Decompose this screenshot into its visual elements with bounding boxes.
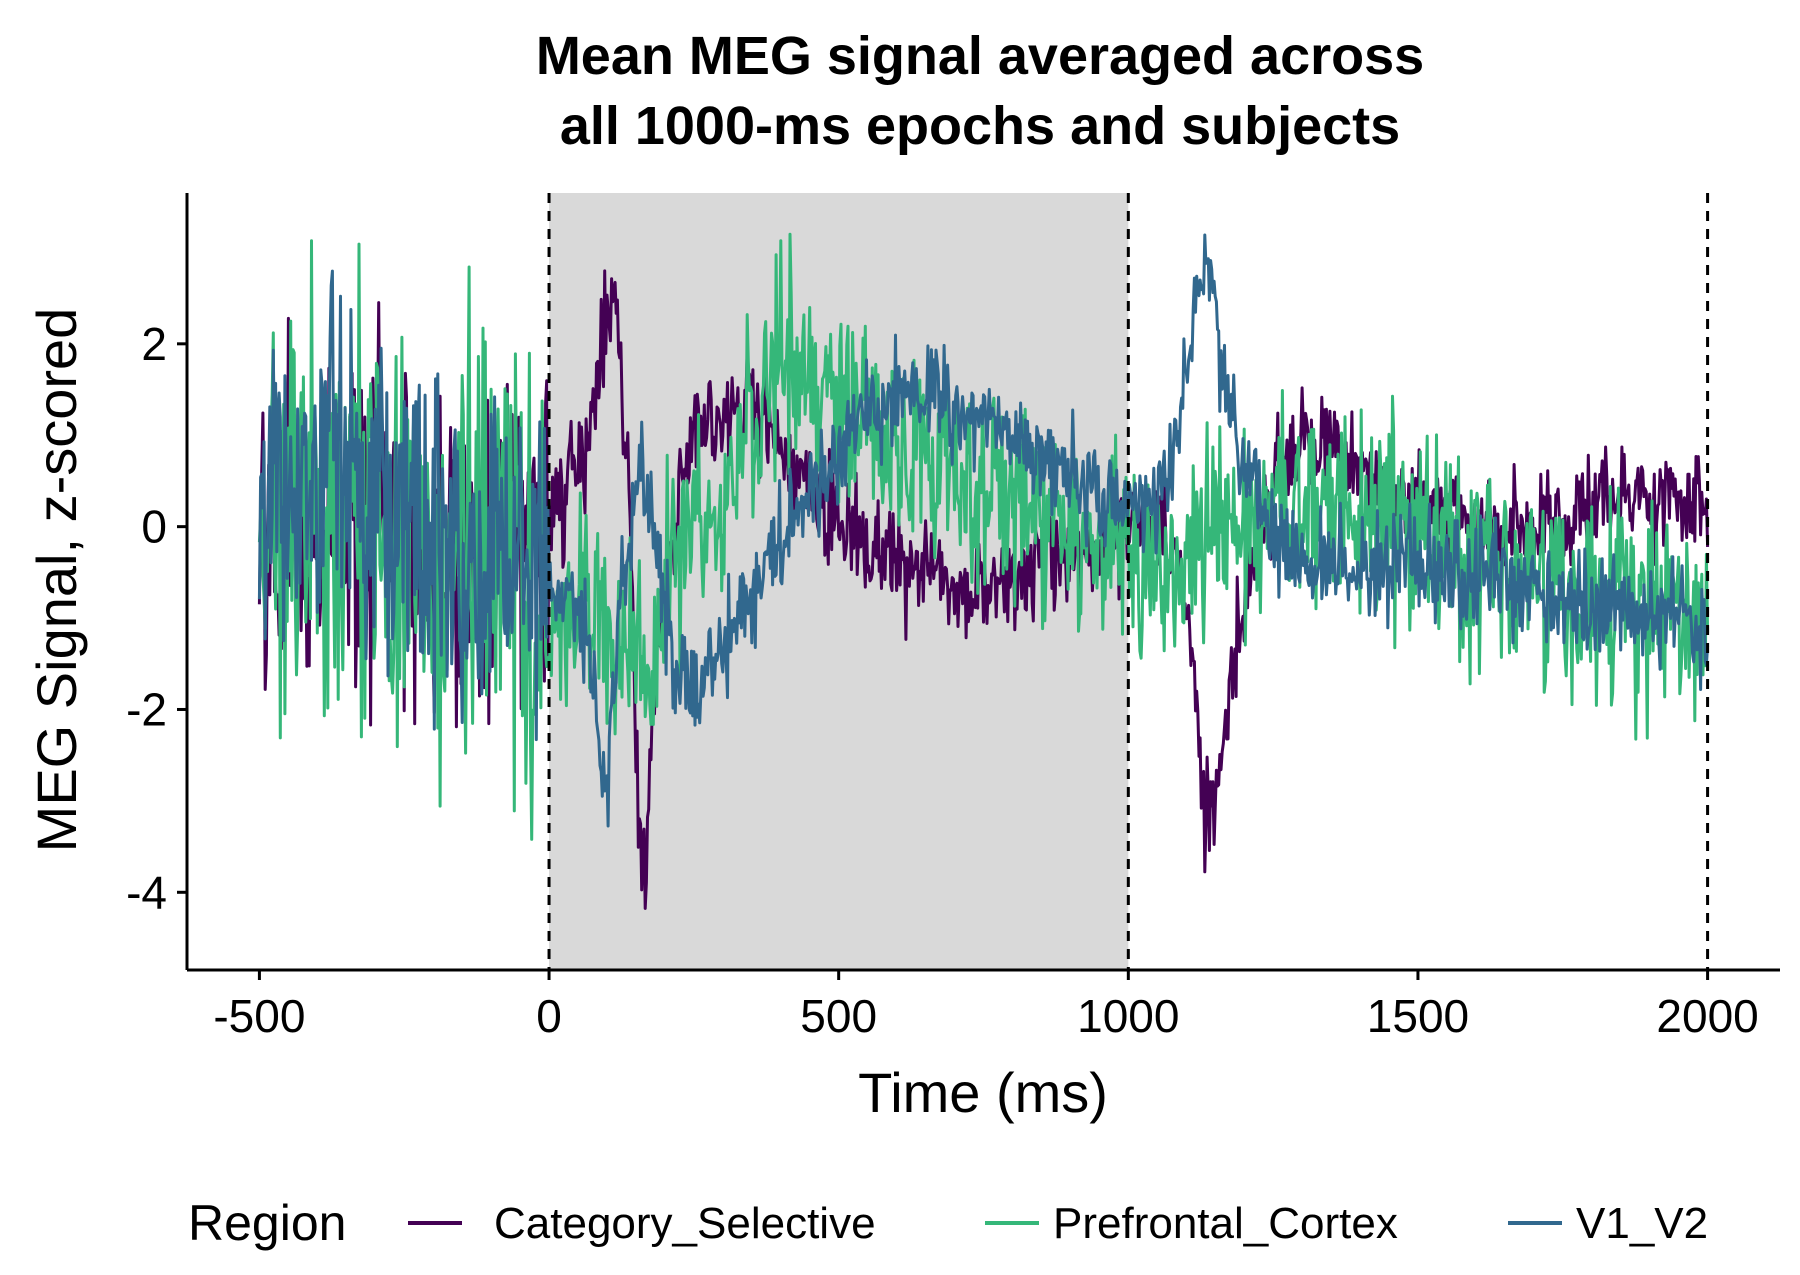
x-ticks: -500 0 500 1000 1500 2000 [213, 970, 1759, 1042]
y-tick-label: -2 [126, 683, 167, 735]
x-tick-label: 2000 [1656, 990, 1758, 1042]
y-axis-title: MEG Signal, z-scored [25, 308, 88, 853]
x-tick-label: 0 [536, 990, 562, 1042]
y-tick-label: 0 [141, 501, 167, 553]
legend-title: Region [188, 1195, 346, 1251]
series-lines [257, 232, 1710, 910]
legend-label-v1-v2: V1_V2 [1576, 1199, 1708, 1248]
x-tick-label: 500 [800, 990, 877, 1042]
event-markers [547, 193, 1710, 970]
y-tick-label: 2 [141, 318, 167, 370]
series-line-v1-v2 [257, 233, 1710, 828]
chart-title-line-1: Mean MEG signal averaged across [536, 26, 1424, 86]
x-tick-label: -500 [213, 990, 305, 1042]
chart-title: Mean MEG signal averaged across all 1000… [536, 26, 1424, 156]
y-axis: -4 -2 0 2 MEG Signal, z-scored [25, 193, 189, 970]
y-tick-label: -4 [126, 866, 167, 918]
y-ticks: -4 -2 0 2 [126, 318, 187, 918]
x-tick-label: 1000 [1077, 990, 1179, 1042]
chart-title-line-2: all 1000-ms epochs and subjects [560, 96, 1400, 156]
x-tick-label: 1500 [1367, 990, 1469, 1042]
legend-label-category-selective: Category_Selective [494, 1199, 876, 1248]
x-axis-title: Time (ms) [858, 1061, 1108, 1124]
plot-area [257, 193, 1710, 970]
legend-label-prefrontal-cortex: Prefrontal_Cortex [1053, 1199, 1398, 1248]
x-axis: -500 0 500 1000 1500 2000 Time (ms) [187, 968, 1780, 1124]
legend: Region Category_Selective Prefrontal_Cor… [188, 1195, 1708, 1251]
